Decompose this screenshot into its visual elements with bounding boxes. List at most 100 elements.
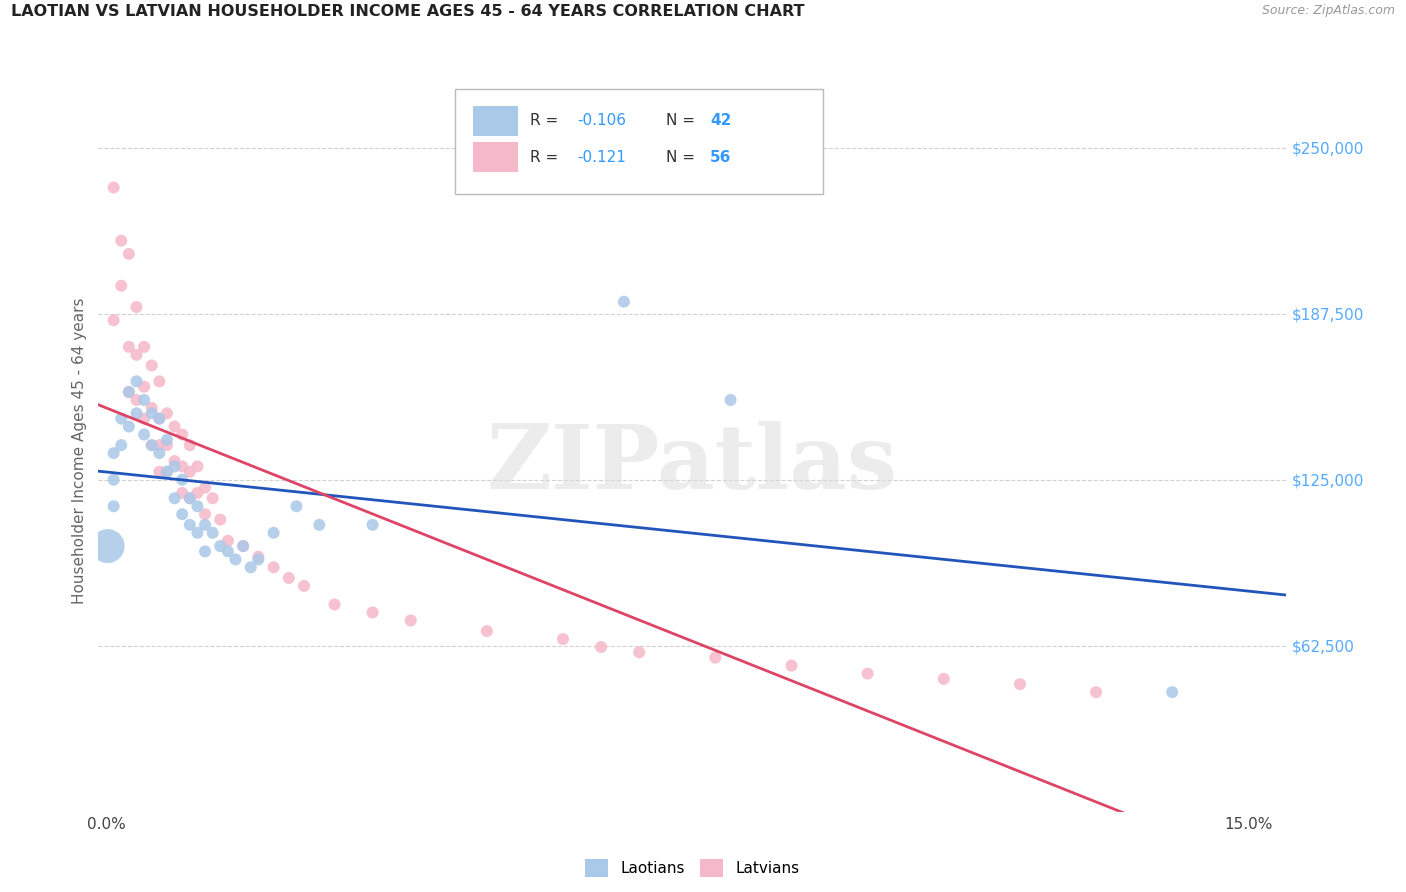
Point — [263, 525, 285, 540]
Point — [1008, 677, 1031, 691]
Point — [156, 465, 179, 479]
FancyBboxPatch shape — [472, 106, 517, 136]
Point — [186, 459, 208, 474]
Point — [125, 300, 148, 314]
Point — [132, 411, 156, 425]
Text: R =: R = — [530, 113, 562, 128]
Point — [232, 539, 254, 553]
Point — [308, 517, 330, 532]
Point — [163, 459, 186, 474]
Point — [292, 579, 315, 593]
Point — [591, 640, 613, 654]
Point — [179, 465, 201, 479]
Point — [132, 340, 156, 354]
Point — [613, 294, 636, 309]
FancyBboxPatch shape — [472, 142, 517, 172]
Point — [125, 348, 148, 362]
Point — [856, 666, 879, 681]
Point — [118, 247, 141, 261]
Point — [361, 606, 384, 620]
Point — [239, 560, 262, 574]
Point — [179, 491, 201, 506]
Point — [194, 507, 217, 521]
Point — [132, 380, 156, 394]
Point — [125, 406, 148, 420]
Text: 42: 42 — [710, 113, 731, 128]
Point — [720, 392, 742, 407]
Point — [163, 491, 186, 506]
Point — [780, 658, 803, 673]
Point — [217, 544, 239, 558]
Point — [110, 278, 132, 293]
Text: R =: R = — [530, 150, 568, 165]
Point — [172, 459, 194, 474]
Point — [148, 446, 170, 460]
Point — [148, 411, 170, 425]
Text: Source: ZipAtlas.com: Source: ZipAtlas.com — [1261, 4, 1395, 18]
Point — [141, 359, 163, 373]
Point — [156, 433, 179, 447]
Point — [1085, 685, 1108, 699]
Point — [118, 340, 141, 354]
Point — [172, 427, 194, 442]
Point — [551, 632, 574, 646]
Point — [148, 438, 170, 452]
Point — [163, 419, 186, 434]
Point — [103, 473, 125, 487]
Point — [172, 486, 194, 500]
Point — [118, 419, 141, 434]
Point — [110, 234, 132, 248]
Point — [186, 486, 208, 500]
Point — [1161, 685, 1184, 699]
Point — [704, 650, 727, 665]
Y-axis label: Householder Income Ages 45 - 64 years: Householder Income Ages 45 - 64 years — [72, 297, 87, 604]
Point — [156, 406, 179, 420]
Point — [141, 401, 163, 415]
Point — [125, 375, 148, 389]
Point — [323, 598, 346, 612]
Point — [141, 438, 163, 452]
Point — [277, 571, 299, 585]
Point — [179, 491, 201, 506]
Point — [148, 411, 170, 425]
Point — [201, 491, 224, 506]
Point — [201, 525, 224, 540]
Point — [179, 438, 201, 452]
Text: N =: N = — [666, 113, 700, 128]
Point — [186, 525, 208, 540]
Text: -0.106: -0.106 — [578, 113, 626, 128]
Point — [179, 517, 201, 532]
Point — [103, 446, 125, 460]
Point — [118, 384, 141, 399]
Point — [148, 375, 170, 389]
Point — [932, 672, 955, 686]
Point — [118, 384, 141, 399]
Point — [148, 465, 170, 479]
FancyBboxPatch shape — [456, 89, 823, 194]
Point — [141, 406, 163, 420]
Point — [247, 552, 270, 566]
Legend: Laotians, Latvians: Laotians, Latvians — [579, 853, 806, 884]
Point — [225, 552, 247, 566]
Point — [103, 180, 125, 194]
Point — [194, 517, 217, 532]
Point — [141, 438, 163, 452]
Point — [156, 465, 179, 479]
Point — [186, 500, 208, 514]
Point — [399, 614, 422, 628]
Point — [103, 313, 125, 327]
Point — [361, 517, 384, 532]
Point — [628, 645, 651, 659]
Text: 56: 56 — [710, 150, 731, 165]
Point — [110, 438, 132, 452]
Point — [209, 539, 232, 553]
Text: LAOTIAN VS LATVIAN HOUSEHOLDER INCOME AGES 45 - 64 YEARS CORRELATION CHART: LAOTIAN VS LATVIAN HOUSEHOLDER INCOME AG… — [11, 4, 804, 20]
Point — [163, 454, 186, 468]
Text: N =: N = — [666, 150, 700, 165]
Point — [125, 392, 148, 407]
Point — [285, 500, 308, 514]
Point — [475, 624, 498, 639]
Point — [263, 560, 285, 574]
Point — [156, 438, 179, 452]
Point — [132, 392, 156, 407]
